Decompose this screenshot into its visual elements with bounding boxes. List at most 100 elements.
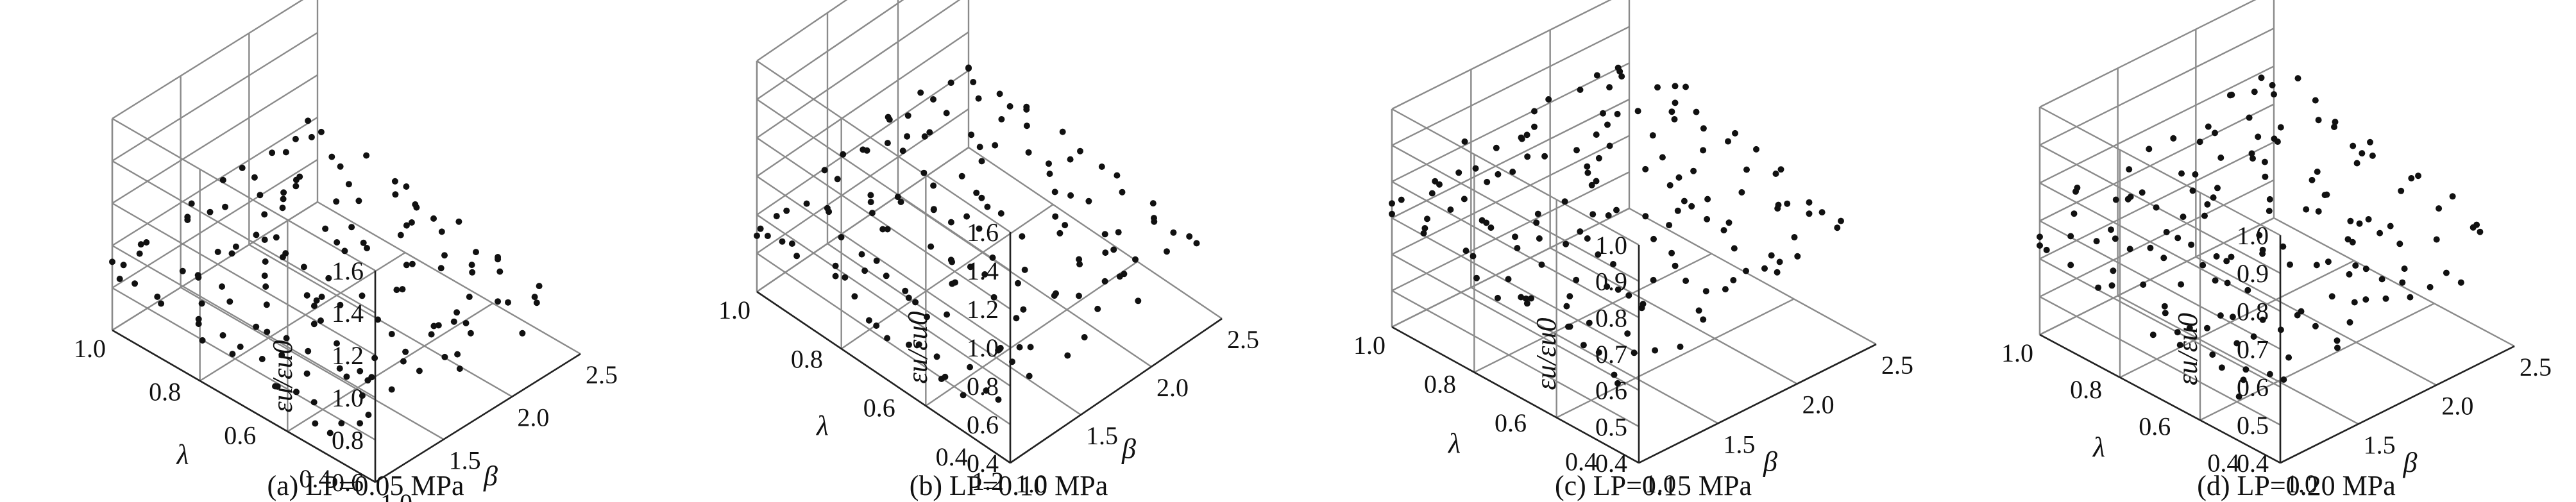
data-point bbox=[764, 233, 771, 239]
wall-grid-line bbox=[756, 0, 961, 138]
lambda-axis-label: λ bbox=[2092, 431, 2105, 463]
data-point bbox=[313, 297, 320, 304]
data-point bbox=[869, 210, 876, 217]
wall-grid-line bbox=[1391, 62, 1630, 183]
panel-caption: (a) LP=0.05 MPa bbox=[267, 470, 464, 501]
wall-grid-line bbox=[1391, 144, 1640, 282]
data-point bbox=[1027, 344, 1034, 351]
floor-grid-line bbox=[2119, 260, 2355, 378]
z-tick-label: 1.0 bbox=[2237, 221, 2269, 250]
data-point bbox=[2124, 196, 2131, 203]
data-point bbox=[2312, 97, 2319, 104]
wall-grid-line bbox=[112, 201, 318, 331]
data-point bbox=[2110, 267, 2117, 274]
data-point bbox=[293, 389, 300, 396]
data-point bbox=[1772, 171, 1779, 177]
data-point bbox=[1534, 210, 1541, 217]
data-point bbox=[975, 95, 982, 102]
data-point bbox=[2443, 269, 2450, 276]
wall-grid-line bbox=[2039, 106, 2281, 237]
data-point bbox=[412, 201, 419, 208]
data-point bbox=[897, 199, 904, 205]
data-point bbox=[2313, 262, 2320, 269]
data-point bbox=[229, 351, 236, 358]
data-point bbox=[1595, 349, 1602, 356]
data-point bbox=[2163, 229, 2170, 235]
data-point bbox=[1654, 84, 1661, 91]
data-point bbox=[1545, 96, 1552, 103]
wall-grid-line bbox=[1391, 98, 1630, 219]
data-point bbox=[1428, 190, 1436, 197]
data-point bbox=[803, 200, 810, 207]
beta-axis-label: β bbox=[483, 460, 498, 492]
data-point bbox=[292, 183, 300, 190]
data-point bbox=[2377, 230, 2384, 237]
data-point bbox=[1461, 138, 1468, 145]
data-point bbox=[1674, 207, 1681, 214]
data-point bbox=[403, 262, 410, 269]
data-point bbox=[2146, 146, 2153, 153]
z-axis-label: εu/εu0 bbox=[2172, 313, 2203, 385]
data-point bbox=[884, 140, 891, 147]
data-point bbox=[2266, 208, 2273, 214]
data-point bbox=[348, 224, 355, 231]
data-point bbox=[886, 116, 893, 123]
data-point bbox=[359, 392, 366, 399]
data-point bbox=[325, 274, 332, 281]
data-point bbox=[392, 191, 399, 198]
data-point bbox=[976, 144, 983, 151]
data-point bbox=[1794, 253, 1801, 260]
floor-grid-line bbox=[2195, 256, 2437, 386]
data-point bbox=[536, 283, 543, 290]
data-point bbox=[2186, 324, 2193, 331]
data-point bbox=[1076, 256, 1083, 263]
data-point bbox=[262, 258, 269, 265]
data-point bbox=[310, 399, 318, 406]
data-point bbox=[2170, 135, 2177, 142]
lambda-tick-label: 0.6 bbox=[1495, 408, 1527, 437]
data-point bbox=[1565, 323, 1572, 330]
floor-grid-line bbox=[2199, 303, 2435, 421]
data-point bbox=[253, 323, 260, 330]
data-point bbox=[947, 256, 954, 264]
data-point bbox=[1119, 188, 1126, 196]
panel-caption: (c) LP=0.15 MPa bbox=[1555, 470, 1752, 501]
data-point bbox=[305, 117, 312, 124]
data-point bbox=[976, 225, 983, 232]
data-point bbox=[838, 234, 845, 240]
data-point bbox=[924, 314, 930, 321]
data-point bbox=[2351, 299, 2358, 306]
data-point bbox=[967, 364, 974, 371]
data-point bbox=[2347, 217, 2354, 224]
data-point bbox=[2294, 312, 2301, 319]
z-axis-label: εu/εu0 bbox=[902, 312, 933, 384]
data-point bbox=[1777, 166, 1784, 173]
data-point bbox=[469, 269, 476, 276]
wall-grid-line bbox=[756, 0, 904, 100]
beta-tick-label: 1.5 bbox=[449, 446, 481, 474]
data-point bbox=[195, 321, 202, 328]
floor-grid-line bbox=[180, 287, 445, 440]
data-point bbox=[2258, 74, 2265, 81]
data-point bbox=[303, 292, 310, 299]
data-point bbox=[232, 243, 239, 250]
data-point bbox=[341, 247, 348, 255]
data-point bbox=[1573, 147, 1580, 154]
data-point bbox=[1610, 261, 1616, 267]
wall-grid-line bbox=[2039, 144, 2281, 274]
data-point bbox=[960, 392, 967, 399]
lambda-tick-label: 0.4 bbox=[299, 464, 331, 493]
data-point bbox=[2477, 228, 2484, 235]
data-point bbox=[416, 367, 423, 374]
data-point bbox=[978, 194, 985, 201]
data-point bbox=[2415, 172, 2421, 180]
floor-grid-line bbox=[2117, 295, 2359, 425]
data-point bbox=[793, 253, 801, 260]
data-point bbox=[2350, 142, 2357, 149]
data-point bbox=[154, 293, 161, 300]
data-point bbox=[1688, 203, 1695, 210]
data-point bbox=[1666, 222, 1673, 229]
data-point bbox=[1472, 165, 1479, 172]
data-point bbox=[2325, 258, 2332, 265]
lambda-tick-label: 0.4 bbox=[936, 442, 968, 471]
